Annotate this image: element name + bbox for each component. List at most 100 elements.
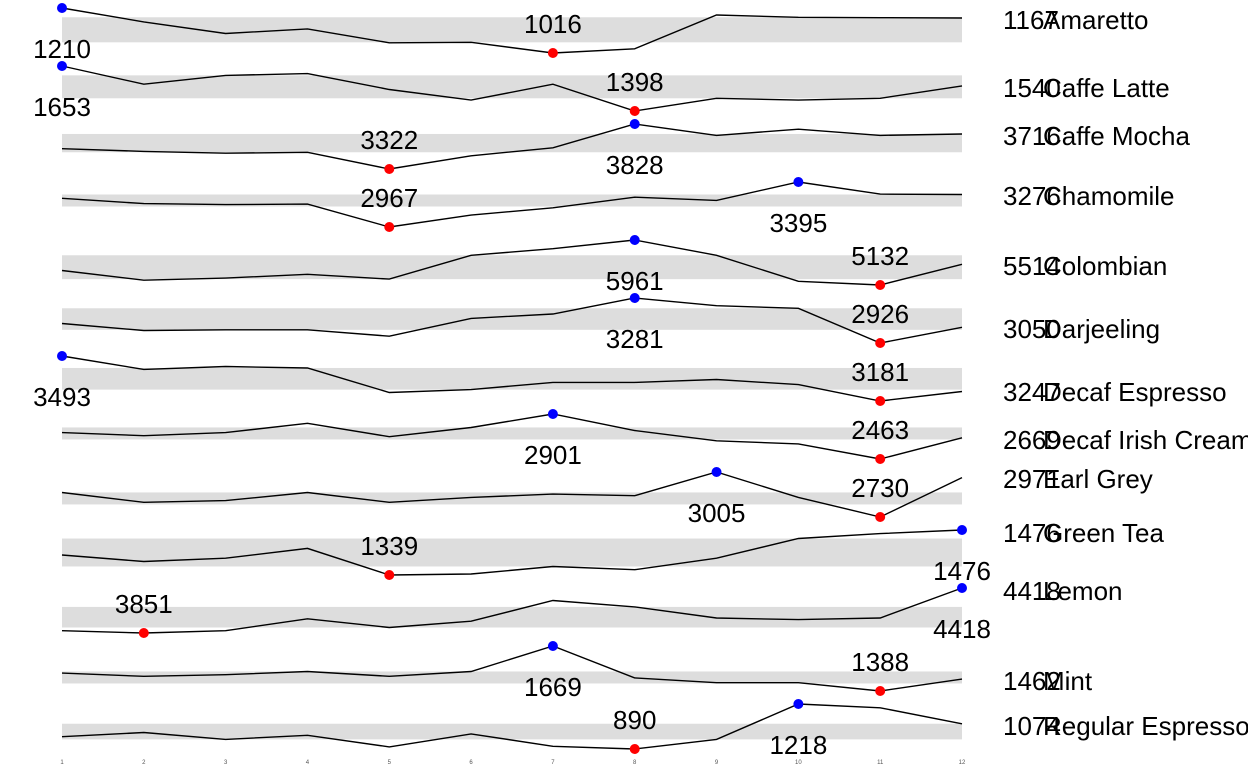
max-point: [57, 3, 67, 13]
series-name-label: Regular Espresso: [1043, 711, 1248, 741]
min-label: 2730: [851, 473, 909, 503]
min-point: [138, 628, 149, 638]
range-band: [62, 723, 962, 740]
last-value-label: 4418: [1003, 576, 1061, 606]
min-point: [629, 744, 640, 754]
series-name-label: Chamomile: [1043, 181, 1175, 211]
x-tick-label: 5: [388, 760, 392, 766]
max-label: 1210: [33, 34, 91, 64]
series-line: [61, 181, 963, 228]
x-tick-label: 6: [469, 760, 473, 766]
min-label: 3322: [360, 125, 418, 155]
last-value-label: 1476: [1003, 518, 1061, 548]
x-tick-label: 2: [142, 760, 146, 766]
series-name-label: Colombian: [1043, 251, 1167, 281]
last-value-label: 2669: [1003, 425, 1061, 455]
last-value-label: 1167: [1003, 5, 1059, 35]
range-band: [62, 671, 962, 684]
series-name-label: Amaretto: [1043, 5, 1149, 35]
min-label: 2926: [851, 299, 909, 329]
max-label: 3493: [33, 382, 91, 412]
last-value-label: 3716: [1003, 121, 1061, 151]
max-point: [57, 351, 67, 361]
range-band: [62, 538, 962, 567]
x-tick-label: 7: [551, 760, 555, 766]
x-tick-label: 8: [633, 760, 637, 766]
range-band: [62, 606, 962, 628]
max-point: [547, 409, 558, 419]
max-label: 3395: [769, 208, 827, 238]
min-label: 2463: [851, 415, 909, 445]
last-value-label: 3050: [1003, 314, 1061, 344]
min-label: 2967: [360, 183, 418, 213]
series-name-label: Earl Grey: [1043, 464, 1153, 494]
min-point: [547, 48, 558, 58]
max-point: [629, 235, 640, 245]
range-band: [62, 427, 962, 440]
x-tick-label: 4: [306, 760, 310, 766]
series-line: [61, 65, 963, 112]
max-label: 2901: [524, 440, 582, 470]
min-point: [875, 280, 886, 290]
series-line: [61, 123, 963, 170]
min-point: [875, 686, 886, 696]
min-label: 890: [613, 705, 656, 735]
series-name-label: Decaf Espresso: [1043, 377, 1227, 407]
last-value-label: 1540: [1003, 73, 1061, 103]
max-label: 1653: [33, 92, 91, 122]
min-point: [875, 396, 886, 406]
series-line: [61, 7, 963, 54]
series-line: [61, 297, 963, 344]
last-value-label: 1462: [1003, 666, 1061, 696]
min-point: [875, 512, 886, 522]
min-point: [384, 164, 395, 174]
x-tick-label: 1: [60, 760, 64, 766]
series-line: [61, 703, 963, 750]
max-label: 3005: [688, 498, 746, 528]
min-label: 1398: [606, 67, 664, 97]
range-band: [62, 75, 962, 99]
series-name-label: Caffe Mocha: [1043, 121, 1190, 151]
min-label: 3181: [851, 357, 909, 387]
min-point: [384, 222, 395, 232]
min-label: 3851: [115, 589, 173, 619]
min-point: [384, 570, 395, 580]
series-name-label: Mint: [1043, 666, 1093, 696]
max-label: 3281: [606, 324, 664, 354]
max-point: [629, 119, 640, 129]
min-point: [875, 338, 886, 348]
last-value-label: 3247: [1003, 377, 1061, 407]
last-value-label: 3276: [1003, 181, 1061, 211]
series-name-label: Caffe Latte: [1043, 73, 1170, 103]
series-line: [61, 471, 963, 518]
series-line: [61, 587, 963, 634]
series-line: [61, 529, 963, 576]
max-point: [793, 177, 804, 187]
series-line: [61, 239, 963, 286]
series-line: [61, 645, 963, 692]
max-point: [793, 699, 804, 709]
max-point: [711, 467, 722, 477]
series-name-label: Decaf Irish Cream: [1043, 425, 1248, 455]
max-point: [957, 525, 967, 535]
min-point: [875, 454, 886, 464]
x-tick-label: 9: [715, 760, 719, 766]
min-label: 1016: [524, 9, 582, 39]
max-point: [957, 583, 967, 593]
max-label: 1476: [933, 556, 991, 586]
max-label: 5961: [606, 266, 664, 296]
x-tick-label: 11: [877, 760, 884, 766]
last-value-label: 2971: [1003, 464, 1061, 494]
x-tick-label: 10: [795, 760, 802, 766]
max-label: 1669: [524, 672, 582, 702]
